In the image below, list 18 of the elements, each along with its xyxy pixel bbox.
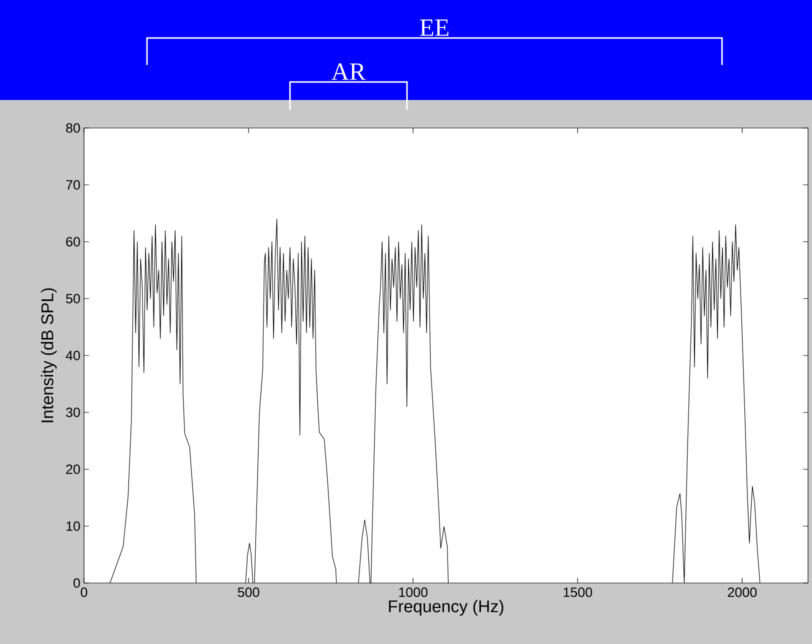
y-tick-label: 80 — [66, 123, 80, 133]
y-axis-title: Intensity (dB SPL) — [40, 288, 57, 422]
text: EE — [420, 19, 448, 36]
x-tick-label: 2000 — [728, 588, 757, 598]
x-tick-label: 1500 — [564, 588, 592, 598]
y-tick-label: 50 — [66, 294, 80, 304]
y-tick-label: 20 — [66, 464, 80, 474]
y-tick-label: 10 — [66, 521, 80, 531]
x-tick-label: 500 — [238, 588, 260, 598]
y-tick-label: 60 — [66, 236, 80, 247]
x-axis-title: Frequency (Hz) — [389, 600, 504, 616]
x-tick-label: 0 — [80, 588, 88, 598]
y-tick-label: 40 — [66, 350, 80, 360]
y-tick-label: 30 — [66, 408, 80, 418]
y-tick-label: 70 — [66, 180, 80, 190]
x-tick-label: 1000 — [399, 588, 428, 598]
text: AR — [331, 63, 366, 80]
y-tick-label: 0 — [74, 578, 80, 588]
